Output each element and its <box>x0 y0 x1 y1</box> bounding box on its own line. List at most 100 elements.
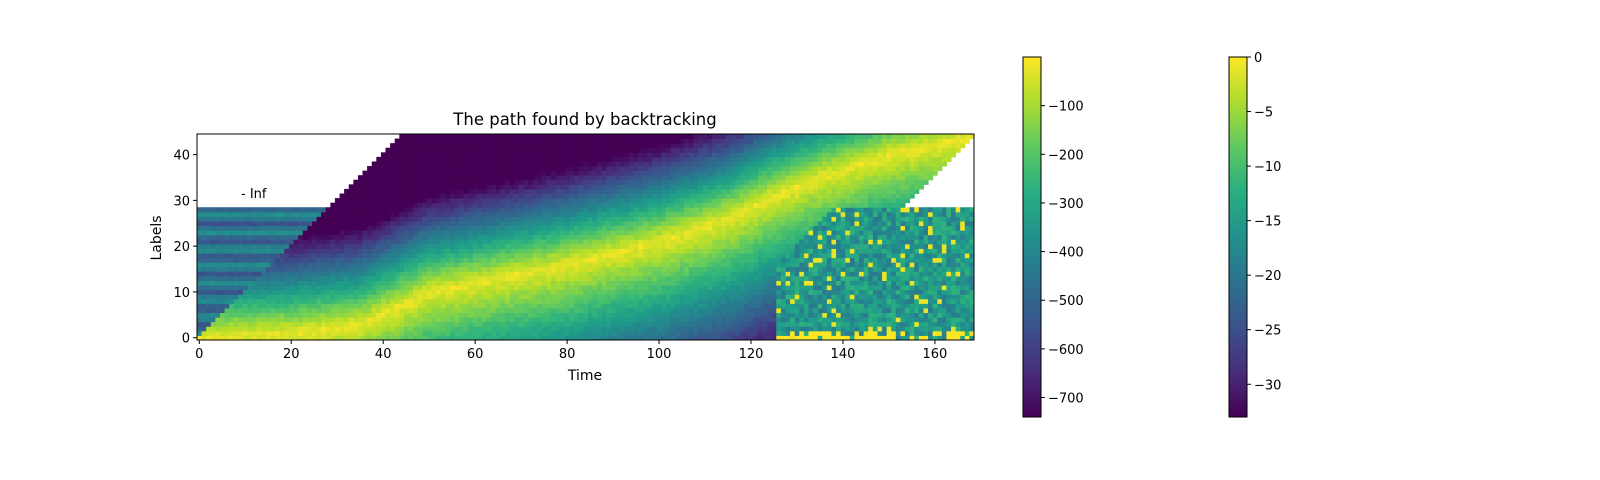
heatmap-cell <box>541 275 547 281</box>
heatmap-cell <box>642 170 649 176</box>
heatmap-cell <box>509 321 515 327</box>
heatmap-cell <box>298 271 304 277</box>
heatmap-cell <box>445 335 451 341</box>
heatmap-cell <box>551 234 557 240</box>
heatmap-cell <box>472 147 478 153</box>
heatmap-cell <box>431 330 437 336</box>
heatmap-cell <box>744 193 750 199</box>
heatmap-cell <box>426 156 432 162</box>
heatmap-cell <box>661 143 667 149</box>
heatmap-cell <box>408 266 414 272</box>
heatmap-cell <box>730 280 736 286</box>
heatmap-cell <box>449 257 455 263</box>
heatmap-cell <box>380 230 387 236</box>
heatmap-cell <box>486 166 492 172</box>
heatmap-cell <box>486 152 492 158</box>
heatmap-cell <box>762 147 768 153</box>
heatmap-cell <box>325 211 331 217</box>
heatmap-cell <box>551 156 557 162</box>
heatmap-cell <box>413 312 419 318</box>
heatmap-cell <box>357 280 364 286</box>
heatmap-cell <box>702 303 708 309</box>
heatmap-cell <box>431 147 437 153</box>
heatmap-cell <box>284 321 290 327</box>
heatmap-cell <box>721 202 727 208</box>
heatmap-cell <box>344 225 350 231</box>
heatmap-cell <box>293 330 299 336</box>
heatmap-cell <box>629 156 635 162</box>
heatmap-cell <box>408 202 414 208</box>
heatmap-cell <box>357 312 364 318</box>
heatmap-cell <box>523 248 529 254</box>
heatmap-cell <box>445 170 451 176</box>
heatmap-cell <box>284 230 290 236</box>
heatmap-cell <box>615 271 621 277</box>
heatmap-cell <box>551 239 557 245</box>
heatmap-cell <box>224 330 230 336</box>
heatmap-cell <box>739 170 745 176</box>
heatmap-cell <box>734 198 741 204</box>
heatmap-cell <box>431 253 437 259</box>
heatmap-cell <box>523 184 529 190</box>
heatmap-cell <box>265 312 272 318</box>
heatmap-cell <box>242 312 249 318</box>
heatmap-cell <box>224 262 230 268</box>
heatmap-cell <box>624 239 630 245</box>
heatmap-cell <box>601 175 607 181</box>
heatmap-cell <box>284 289 290 295</box>
heatmap-cell <box>739 307 745 314</box>
heatmap-cell <box>206 239 212 245</box>
heatmap-cell <box>610 225 616 231</box>
heatmap-cell <box>707 266 713 272</box>
heatmap-cell <box>482 298 488 304</box>
heatmap-cell <box>256 225 262 231</box>
heatmap-cell <box>454 321 460 327</box>
heatmap-cell <box>537 225 543 231</box>
heatmap-cell <box>357 317 364 323</box>
heatmap-cell <box>417 156 423 162</box>
heatmap-cell <box>449 202 455 208</box>
heatmap-cell <box>587 216 593 222</box>
heatmap-cell <box>711 248 718 254</box>
heatmap-cell <box>633 188 639 195</box>
heatmap-cell <box>564 216 570 222</box>
heatmap-cell <box>197 317 203 323</box>
heatmap-cell <box>339 335 345 341</box>
heatmap-cell <box>376 198 382 204</box>
heatmap-cell <box>321 294 327 300</box>
heatmap-cell <box>288 280 295 286</box>
heatmap-cell <box>615 266 621 272</box>
heatmap-cell <box>413 143 419 149</box>
heatmap-cell <box>665 280 672 286</box>
heatmap-cell <box>500 156 506 162</box>
heatmap-cell <box>219 280 226 286</box>
heatmap-cell <box>688 307 695 314</box>
heatmap-cell <box>555 289 561 295</box>
heatmap-cell <box>716 312 722 318</box>
heatmap-cell <box>546 170 552 176</box>
heatmap-cell <box>394 321 400 327</box>
heatmap-cell <box>229 234 235 240</box>
heatmap-cell <box>734 303 741 309</box>
heatmap-cell <box>426 166 432 172</box>
heatmap-cell <box>344 280 350 286</box>
heatmap-cell <box>408 179 414 185</box>
heatmap-cell <box>716 257 722 263</box>
heatmap-cell <box>293 248 299 254</box>
heatmap-cell <box>449 152 455 158</box>
heatmap-cell <box>449 303 455 309</box>
heatmap-cell <box>482 326 488 332</box>
heatmap-cell <box>574 207 580 213</box>
heatmap-cell <box>647 321 653 327</box>
heatmap-cell <box>757 271 764 277</box>
heatmap-cell <box>482 285 488 291</box>
heatmap-cell <box>500 266 506 272</box>
heatmap-cell <box>385 166 391 172</box>
heatmap-cell <box>656 262 662 268</box>
heatmap-cell <box>592 317 598 323</box>
heatmap-cell <box>311 307 318 314</box>
heatmap-cell <box>468 147 474 153</box>
heatmap-cell <box>371 335 377 341</box>
heatmap-cell <box>523 307 529 314</box>
heatmap-cell <box>362 193 368 199</box>
